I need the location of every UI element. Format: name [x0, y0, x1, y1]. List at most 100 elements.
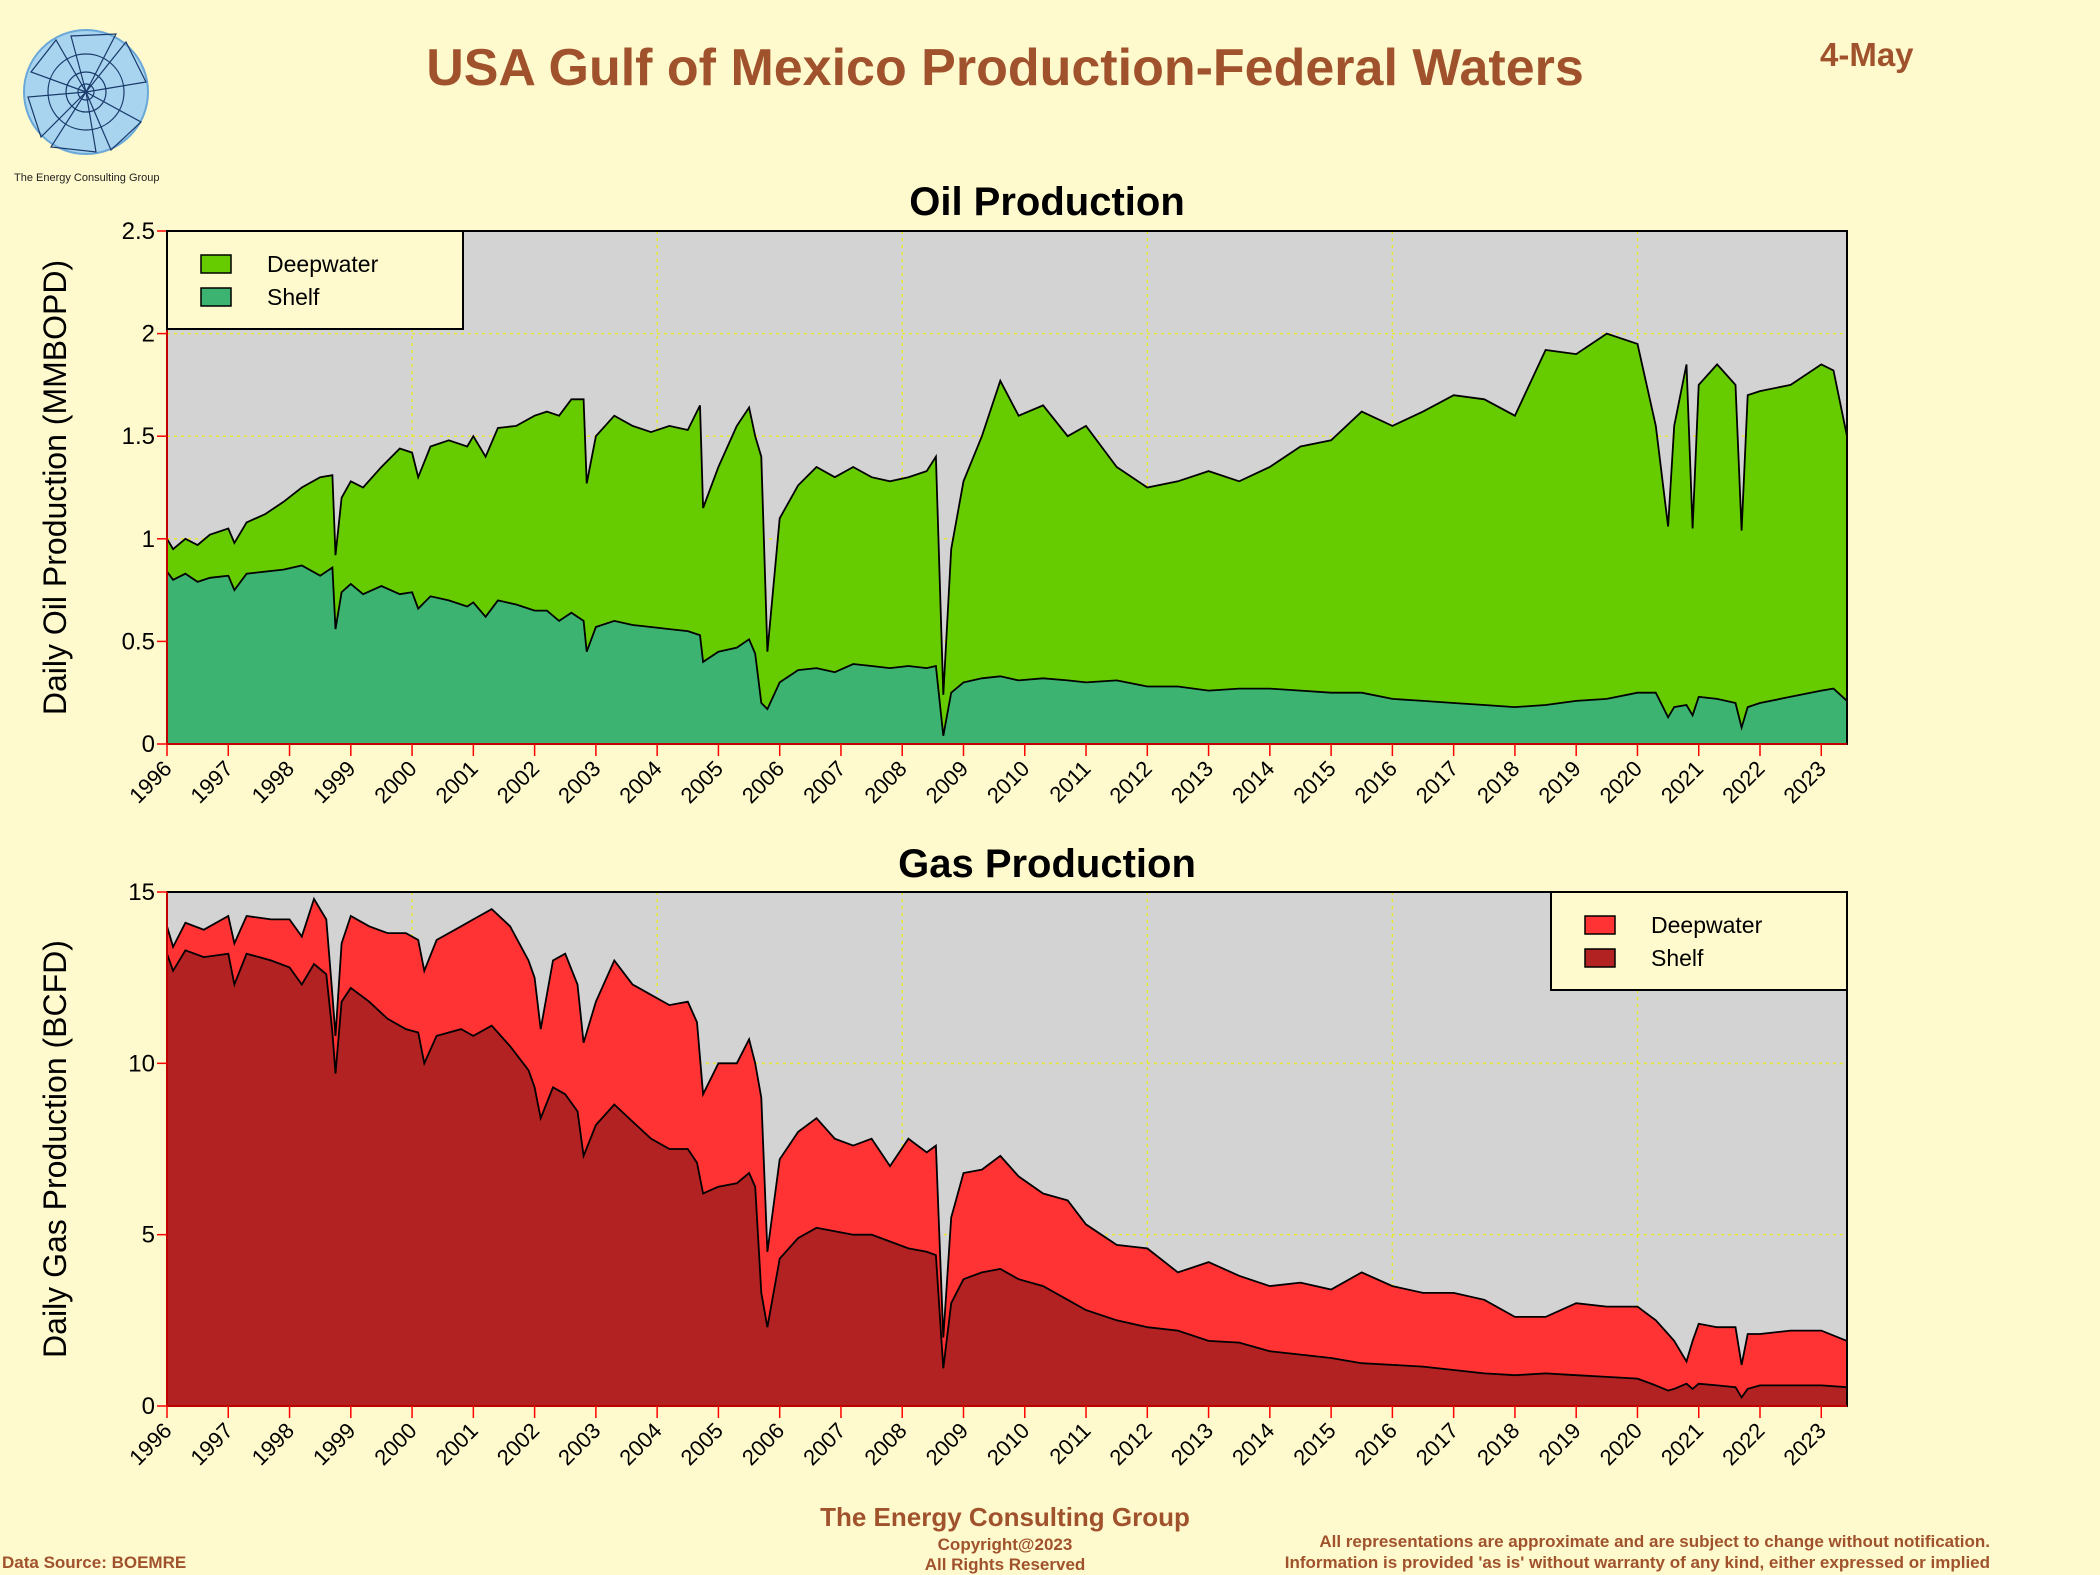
company-logo [23, 29, 149, 155]
legend-swatch-shelf [200, 287, 232, 307]
x-tick-label: 1996 [124, 756, 176, 808]
y-tick-label: 0 [142, 1393, 155, 1420]
y-tick-label: 10 [128, 1050, 155, 1077]
x-tick-label: 2017 [1411, 1418, 1463, 1470]
x-tick-label: 2013 [1166, 756, 1218, 808]
x-tick-label: 2001 [431, 1418, 483, 1470]
x-tick-label: 2004 [614, 1418, 666, 1470]
footer-copyright: Copyright@2023 [937, 1535, 1073, 1554]
x-tick-label: 2011 [1044, 1418, 1095, 1469]
x-tick-label: 2020 [1595, 756, 1647, 808]
legend-box [166, 230, 464, 330]
x-tick-label: 1998 [247, 756, 299, 808]
footer-rights: All Rights Reserved [924, 1555, 1086, 1574]
x-tick-label: 2004 [614, 756, 666, 808]
x-tick-label: 2016 [1350, 756, 1402, 808]
x-tick-label: 2003 [553, 756, 605, 808]
x-tick-label: 2010 [982, 1418, 1034, 1470]
x-tick-label: 2021 [1656, 1418, 1708, 1470]
footer-data-source: Data Source: BOEMRE [2, 1553, 187, 1572]
page-title: USA Gulf of Mexico Production-Federal Wa… [426, 39, 1584, 97]
date-label: 4-May [1820, 36, 1914, 73]
y-tick-label: 5 [142, 1222, 155, 1249]
x-tick-label: 1997 [186, 756, 238, 808]
legend-label-deepwater: Deepwater [1651, 912, 1763, 938]
x-tick-label: 1996 [124, 1418, 176, 1470]
x-tick-label: 2019 [1533, 1418, 1585, 1470]
x-tick-label: 2023 [1779, 1418, 1831, 1470]
x-tick-label: 2022 [1717, 756, 1769, 808]
y-tick-label: 0 [142, 731, 155, 758]
legend-label-shelf: Shelf [267, 284, 320, 310]
x-tick-label: 2007 [798, 756, 850, 808]
x-tick-label: 2022 [1717, 1418, 1769, 1470]
chart-title: Gas Production [898, 842, 1196, 886]
footer-disclaimer-2: Information is provided 'as is' without … [1284, 1553, 1990, 1572]
x-tick-label: 2003 [553, 1418, 605, 1470]
x-tick-label: 1999 [308, 1418, 360, 1470]
x-tick-label: 2020 [1595, 1418, 1647, 1470]
x-tick-label: 1997 [186, 1418, 238, 1470]
x-tick-label: 2007 [798, 1418, 850, 1470]
y-tick-label: 1.5 [122, 423, 155, 450]
x-tick-label: 2006 [737, 756, 789, 808]
x-tick-label: 2005 [676, 756, 728, 808]
y-tick-label: 2 [142, 321, 155, 348]
x-tick-label: 2012 [1105, 1418, 1157, 1470]
x-tick-label: 2017 [1411, 756, 1463, 808]
x-tick-label: 2011 [1044, 756, 1095, 807]
x-tick-label: 2014 [1227, 756, 1279, 808]
x-tick-label: 2001 [431, 756, 483, 808]
area-shelf [167, 950, 1847, 1406]
chart-panel-1: 0 0.5 1 1.5 2 2.5 1996 1997 1998 1999 2000 2001 2002… [37, 180, 1848, 808]
x-tick-label: 2018 [1472, 1418, 1524, 1470]
x-tick-label: 2015 [1288, 1418, 1340, 1470]
legend-swatch-deepwater [1584, 915, 1616, 935]
legend-box [1550, 891, 1848, 991]
x-tick-label: 2000 [369, 756, 421, 808]
x-tick-label: 2013 [1166, 1418, 1218, 1470]
y-tick-label: 0.5 [122, 628, 155, 655]
chart-legend: Deepwater Shelf [166, 230, 464, 330]
x-tick-label: 2014 [1227, 1418, 1279, 1470]
y-tick-label: 1 [142, 526, 155, 553]
x-tick-label: 2006 [737, 1418, 789, 1470]
line-deepwater [166, 332, 1848, 695]
line-shelf [166, 949, 1848, 1400]
area-shelf [167, 565, 1847, 744]
legend-swatch-shelf [1584, 948, 1616, 968]
x-tick-label: 2023 [1779, 756, 1831, 808]
x-tick-label: 2005 [676, 1418, 728, 1470]
x-tick-label: 2009 [921, 756, 973, 808]
area-deepwater [167, 333, 1847, 744]
y-tick-label: 2.5 [122, 218, 155, 245]
x-tick-label: 2021 [1656, 756, 1708, 808]
x-tick-label: 2012 [1105, 756, 1157, 808]
x-tick-label: 2015 [1288, 756, 1340, 808]
x-tick-label: 2008 [859, 756, 911, 808]
chart-legend: Deepwater Shelf [1550, 891, 1848, 991]
line-deepwater [166, 896, 1848, 1366]
x-tick-label: 2000 [369, 1418, 421, 1470]
x-tick-label: 1998 [247, 1418, 299, 1470]
x-tick-label: 2018 [1472, 756, 1524, 808]
y-tick-label: 15 [128, 879, 155, 906]
legend-label-shelf: Shelf [1651, 945, 1704, 971]
x-tick-label: 2008 [859, 1418, 911, 1470]
x-tick-label: 2010 [982, 756, 1034, 808]
y-axis-label: Daily Gas Production (BCFD) [37, 940, 73, 1358]
x-tick-label: 2002 [492, 756, 544, 808]
x-tick-label: 2002 [492, 1418, 544, 1470]
x-tick-label: 1999 [308, 756, 360, 808]
x-tick-label: 2016 [1350, 1418, 1402, 1470]
y-axis-label: Daily Oil Production (MMBOPD) [37, 260, 73, 715]
footer-disclaimer-1: All representations are approximate and … [1319, 1532, 1990, 1551]
x-tick-label: 2009 [921, 1418, 973, 1470]
legend-swatch-deepwater [200, 254, 232, 274]
logo-caption: The Energy Consulting Group [14, 172, 160, 184]
x-tick-label: 2019 [1533, 756, 1585, 808]
footer-company: The Energy Consulting Group [820, 1502, 1190, 1532]
line-shelf [166, 564, 1848, 736]
